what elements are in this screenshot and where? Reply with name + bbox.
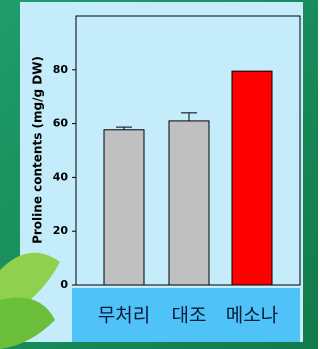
bar xyxy=(232,71,272,285)
y-tick-label: 60 xyxy=(53,117,69,130)
y-axis-label: Proline contents (mg/g DW) xyxy=(31,56,45,244)
y-tick-label: 20 xyxy=(53,224,69,237)
y-tick-label: 40 xyxy=(53,170,69,183)
chart: Proline contents (mg/g DW) 0 20 40 60 80 무처리 대… xyxy=(0,0,318,349)
page: Proline contents (mg/g DW) 0 20 40 60 80 무처리 대… xyxy=(0,0,318,349)
y-tick-label: 80 xyxy=(53,63,69,76)
bar xyxy=(169,121,209,285)
x-tick-label: 메소나 xyxy=(226,305,278,327)
x-tick-label: 대조 xyxy=(172,305,207,327)
y-tick-label: 0 xyxy=(60,278,68,291)
x-tick-label: 무처리 xyxy=(98,305,150,327)
bar xyxy=(104,130,144,285)
